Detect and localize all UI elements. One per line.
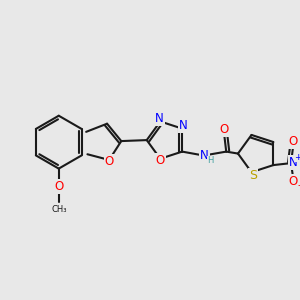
Text: O: O	[54, 180, 63, 193]
Text: O: O	[288, 135, 298, 148]
Text: -: -	[298, 180, 300, 190]
Text: O: O	[288, 175, 298, 188]
Text: O: O	[104, 155, 114, 168]
Text: CH₃: CH₃	[51, 205, 67, 214]
Text: N: N	[155, 112, 164, 125]
Text: O: O	[220, 123, 229, 136]
Text: N: N	[200, 149, 209, 162]
Text: O: O	[156, 154, 165, 167]
Text: H: H	[207, 156, 214, 165]
Text: +: +	[294, 153, 300, 162]
Text: S: S	[250, 169, 257, 182]
Text: N: N	[179, 119, 188, 132]
Text: N: N	[289, 156, 297, 169]
